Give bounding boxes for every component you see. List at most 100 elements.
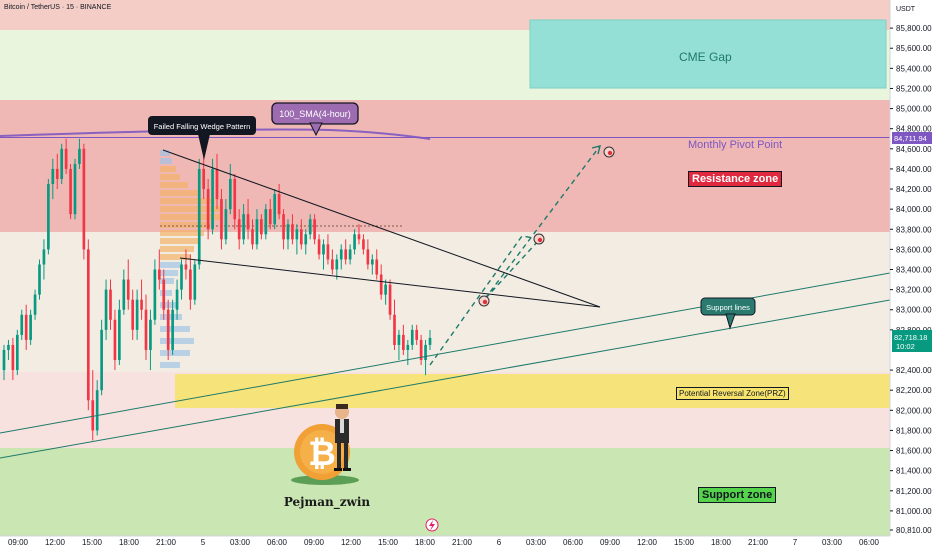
y-tick-label: 84,600.00	[896, 145, 932, 154]
candle-body	[100, 329, 103, 391]
x-tick-label: 18:00	[415, 538, 436, 547]
volume-profile-bar	[160, 214, 220, 220]
candle-body	[64, 148, 68, 169]
candle-body	[313, 219, 316, 240]
candle-body	[11, 344, 15, 371]
candle-body	[335, 259, 339, 270]
resistance-zone-label: Resistance zone	[688, 171, 783, 187]
sma-line	[0, 128, 431, 140]
x-tick-label: 6	[497, 538, 502, 547]
sma-callout: 100_SMA(4-hour)	[271, 102, 359, 137]
candle-body	[366, 249, 370, 265]
candle-body	[38, 264, 41, 295]
price-axis[interactable]	[889, 0, 932, 550]
x-tick-label: 18:00	[711, 538, 732, 547]
candle-body	[379, 274, 383, 295]
countdown-text: 10:02	[896, 342, 915, 351]
lightning-icon[interactable]	[425, 518, 439, 532]
x-tick-label: 03:00	[526, 538, 547, 547]
candle-body	[7, 344, 10, 350]
candle-body	[42, 249, 46, 265]
y-tick-label: 83,400.00	[896, 266, 932, 275]
volume-profile-bar	[160, 314, 182, 320]
y-tick-label: 85,200.00	[896, 84, 932, 93]
candle-body	[131, 299, 135, 330]
volume-profile-bar	[160, 350, 190, 356]
candle-body	[95, 390, 99, 431]
candle-body	[144, 309, 148, 350]
candle-body	[406, 344, 410, 350]
y-tick-label: 81,200.00	[896, 487, 932, 496]
volume-profile-bar	[160, 238, 198, 244]
candle-body	[308, 219, 312, 235]
pivot-price-text: 84,711.94	[894, 134, 927, 143]
cme-gap-box	[529, 19, 887, 89]
candle-body	[237, 219, 241, 240]
volume-profile-bar	[160, 222, 210, 228]
candle-body	[140, 299, 143, 310]
candle-body	[375, 259, 379, 275]
x-tick-label: 03:00	[230, 538, 251, 547]
y-tick-label: 81,000.00	[896, 507, 932, 516]
candle-body	[166, 309, 170, 350]
candle-body	[268, 209, 272, 225]
y-tick-label: 82,400.00	[896, 366, 932, 375]
y-tick-label: 84,400.00	[896, 165, 932, 174]
y-tick-label: 85,000.00	[896, 105, 932, 114]
projection-arrowhead	[591, 145, 601, 155]
candle-body	[264, 209, 268, 235]
y-tick-label: 84,800.00	[896, 125, 932, 134]
candle-body	[428, 337, 432, 345]
y-tick-label: 84,000.00	[896, 205, 932, 214]
candle-body	[20, 314, 24, 335]
y-tick-label: 83,000.00	[896, 306, 932, 315]
candle-body	[419, 339, 423, 361]
volume-profile-bar	[160, 206, 220, 212]
y-tick-label: 80,810.00	[896, 526, 932, 535]
x-tick-label: 12:00	[45, 538, 66, 547]
candle-body	[304, 234, 308, 245]
volume-profile-bar	[160, 150, 170, 156]
author-name: Pejman_zwin	[284, 495, 371, 510]
volume-profile-bar	[160, 198, 215, 204]
candle-body	[149, 319, 152, 350]
candle-body	[357, 234, 361, 240]
candles	[2, 138, 432, 441]
support-lines-label: Support lines	[706, 303, 750, 312]
candle-body	[78, 148, 81, 164]
candle-body	[118, 309, 121, 361]
candle-body	[410, 329, 414, 345]
x-tick-label: 09:00	[304, 538, 325, 547]
bitcoin-symbol-icon: ₿	[308, 434, 336, 474]
candle-body	[339, 249, 343, 260]
candle-body	[175, 289, 179, 310]
candle-body	[60, 148, 64, 179]
time-axis[interactable]	[0, 535, 932, 550]
candle-body	[135, 299, 139, 330]
candle-body	[189, 269, 192, 300]
background-zones	[0, 0, 890, 536]
candle-body	[171, 309, 174, 350]
support-zone-label: Support zone	[698, 487, 777, 503]
candle-body	[286, 224, 290, 240]
candle-body	[299, 229, 303, 245]
y-tick-label: 83,800.00	[896, 225, 932, 234]
target-marker	[482, 299, 488, 305]
candle-body	[415, 329, 419, 340]
candle-body	[82, 148, 86, 250]
candle-body	[193, 264, 197, 300]
candle-body	[228, 178, 232, 210]
currency-label: USDT	[896, 6, 916, 13]
candle-body	[362, 239, 365, 250]
x-tick-label: 15:00	[82, 538, 103, 547]
candle-body	[393, 314, 396, 345]
candle-body	[184, 264, 188, 270]
candle-body	[2, 349, 6, 371]
volume-profile-bar	[160, 326, 190, 332]
author-logo: ₿ Pejman_zwin	[284, 404, 371, 510]
volume-profile-bar	[160, 230, 204, 236]
candle-body	[277, 194, 281, 215]
last-price-text: 82,718.18	[894, 333, 927, 342]
candle-body	[109, 289, 112, 320]
